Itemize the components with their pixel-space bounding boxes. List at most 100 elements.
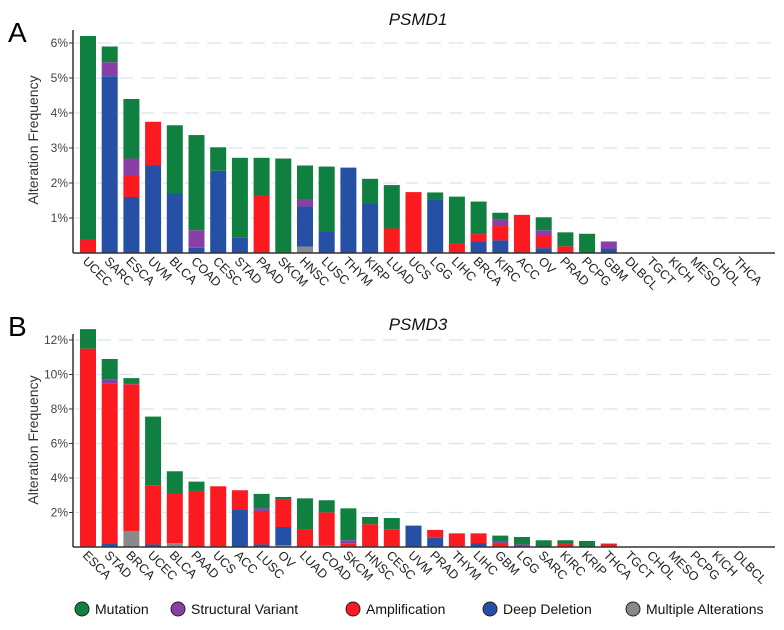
bar-segment-amp-uvm: [145, 121, 162, 166]
legend-swatch-icon: [482, 601, 498, 617]
bar-segment-mutation-lusc: [253, 493, 270, 509]
bar-segment-del-uvm: [145, 165, 162, 253]
bar-segment-amp-stad: [101, 383, 118, 544]
bar-segment-del-kirc: [492, 240, 509, 253]
bar-segment-del-uvm: [405, 525, 422, 547]
bar-segment-amp-thca: [600, 543, 617, 547]
bar-segment-sv-skcm: [340, 540, 357, 544]
bar-segment-mutation-kirc: [492, 212, 509, 220]
bar-segment-del-esca: [123, 197, 140, 253]
panel-label-a: A: [8, 17, 27, 48]
legend-swatch-icon: [74, 601, 90, 617]
legend-item-sv: Structural Variant: [170, 601, 298, 617]
chart-title-b: PSMD3: [389, 315, 448, 334]
bar-segment-mutation-coad: [318, 500, 335, 513]
bar-segment-sv-esca: [123, 158, 140, 176]
bar-segment-mutation-gbm: [492, 535, 509, 542]
bar-segment-mutation-lgg: [427, 192, 444, 200]
bar-segment-mutation-brca: [123, 378, 140, 384]
legend-label: Amplification: [366, 601, 445, 617]
bar-segment-sv-ov: [535, 230, 552, 236]
bar-segment-del-thym: [340, 167, 357, 253]
bar-segment-del-ov: [535, 248, 552, 253]
bar-segment-mutation-blca: [166, 125, 183, 194]
bar-segment-mutation-pcpg: [579, 233, 596, 253]
bar-segment-amp-brca: [123, 384, 140, 531]
y-tick-label: 3%: [51, 141, 69, 155]
bar-segment-amp-coad: [318, 512, 335, 546]
bar-segment-mutation-hnsc: [362, 516, 379, 525]
bar-segment-mutation-skcm: [340, 508, 357, 541]
y-tick-label: 4%: [51, 106, 69, 120]
bar-segment-mutation-luad: [383, 185, 400, 229]
bar-segment-amp-ucec: [145, 485, 162, 545]
x-tick-label: LGG: [514, 548, 543, 577]
bar-segment-amp-lihc: [470, 533, 487, 544]
bar-segment-sv-lusc: [253, 508, 270, 511]
bar-segment-mutation-lgg: [514, 536, 530, 545]
x-tick-label: LGG: [427, 254, 456, 283]
bar-segment-mutation-ucec: [80, 36, 96, 239]
bar-segment-mutation-lusc: [318, 166, 335, 232]
bar-segment-amp-kirc: [492, 226, 509, 241]
bar-segment-del-stad: [101, 543, 118, 547]
y-tick-label: 5%: [51, 71, 69, 85]
bar-segment-amp-ucs: [405, 192, 422, 253]
bar-segment-del-coad: [188, 247, 205, 253]
bar-segment-mutation-sarc: [101, 46, 118, 63]
y-tick-label: 1%: [51, 211, 69, 225]
y-axis-label-a: Alteration Frequency: [25, 75, 41, 204]
legend: Mutation Structural Variant Amplification D…: [74, 601, 764, 617]
bar-segment-del-sarc: [101, 76, 118, 253]
bar-segment-mutation-cesc: [383, 518, 400, 530]
bar-segment-amp-esca: [123, 176, 140, 197]
legend-swatch-icon: [170, 601, 186, 617]
y-tick-label: 2%: [51, 176, 69, 190]
bar-segment-del-kirp: [362, 204, 379, 253]
bar-segment-amp-lusc: [253, 510, 270, 545]
legend-label: Structural Variant: [191, 601, 298, 617]
bar-segment-amp-ov: [275, 499, 292, 527]
bar-segment-mutation-ov: [275, 496, 292, 500]
bar-segment-mutation-sarc: [535, 540, 552, 547]
x-tick-label: ACC: [232, 548, 261, 577]
bar-segment-del-ucec: [145, 544, 162, 547]
bar-segment-sv-coad: [188, 230, 205, 248]
bar-segment-sv-kirc: [492, 219, 509, 227]
bar-segment-mutation-kirc: [557, 540, 574, 544]
bar-segment-del-prad: [427, 537, 444, 547]
legend-item-mutation: Mutation: [74, 601, 149, 617]
y-tick-label: 6%: [51, 437, 69, 451]
bar-segment-mutation-paad: [253, 157, 270, 196]
bar-segment-amp-blca: [166, 493, 183, 544]
bar-segment-mutation-stad: [101, 358, 118, 380]
legend-swatch-icon: [345, 601, 361, 617]
panel-label-b: B: [8, 311, 27, 342]
bar-segment-mutation-luad: [297, 498, 313, 530]
bar-segment-del-blca: [166, 193, 183, 253]
bar-segment-mutation-krip: [579, 540, 596, 547]
bar-segment-amp-skcm: [340, 543, 357, 547]
bar-segment-amp-luad: [383, 228, 400, 253]
bar-segment-mutation-esca: [123, 99, 140, 159]
bar-segment-del-stad: [231, 237, 248, 253]
y-tick-label: 8%: [51, 402, 69, 416]
bar-segment-mutation-lihc: [448, 196, 465, 244]
bar-segment-amp-paad: [188, 490, 205, 547]
bar-segment-mutation-brca: [470, 201, 487, 235]
bar-segment-amp-esca: [80, 348, 96, 547]
legend-item-amp: Amplification: [345, 601, 445, 617]
plot-a: 1%2%3%4%5%6%UCECSARCESCAUVMBLCACOADCESCS…: [51, 30, 775, 293]
bar-segment-mutation-coad: [188, 135, 205, 231]
bar-segment-amp-prad: [557, 246, 574, 253]
bar-segment-del-lgg: [427, 199, 444, 253]
bar-segment-amp-acc: [231, 490, 248, 510]
plot-b: 2%4%6%8%10%12%ESCASTADBRCAUCECBLCAPAADUC…: [44, 329, 775, 587]
legend-item-del: Deep Deletion: [482, 601, 592, 617]
bar-segment-del-lusc: [318, 232, 335, 253]
bar-segment-amp-brca: [470, 234, 487, 242]
legend-swatch-icon: [625, 601, 641, 617]
bar-segment-amp-gbm: [492, 543, 509, 547]
bar-segment-sv-sarc: [101, 62, 118, 77]
bar-segment-amp-hnsc: [362, 524, 379, 547]
